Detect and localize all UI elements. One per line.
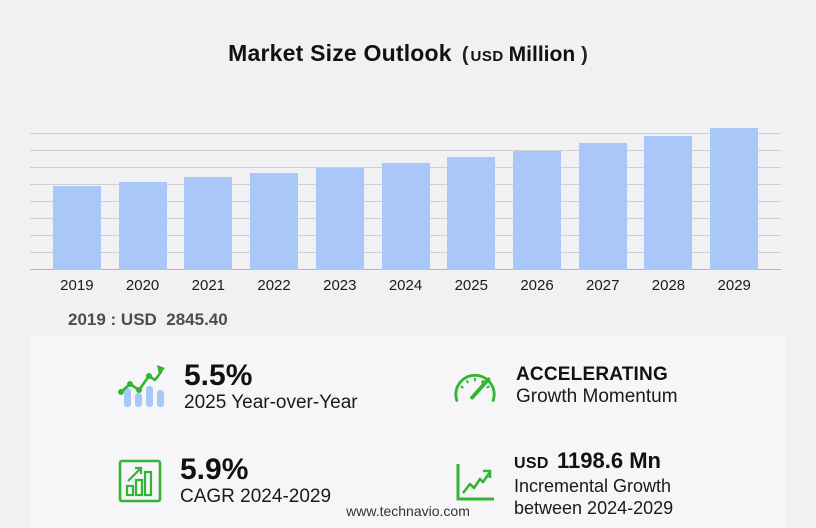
yoy-label: 2025 Year-over-Year [184, 392, 358, 414]
x-axis-label-2026: 2026 [520, 277, 554, 294]
stats-panel: 5.5% 2025 Year-over-Year ACCELERATING Gr… [30, 336, 786, 528]
bar-column [241, 125, 307, 270]
stat-incremental-growth: USD 1198.6 Mn Incremental Growth between… [364, 434, 786, 528]
x-axis-label-2025: 2025 [454, 277, 488, 294]
x-axis-label-2027: 2027 [586, 277, 620, 294]
bar-2027 [578, 143, 627, 270]
bar-2024 [381, 163, 430, 270]
title-paren-open: ( [461, 44, 469, 66]
page-title: Market Size Outlook (USD Million) [0, 40, 816, 67]
stat-growth-momentum: ACCELERATING Growth Momentum [364, 340, 786, 434]
incremental-currency: USD [514, 455, 549, 473]
bar-chart-box-icon [118, 459, 162, 503]
bar-column [44, 125, 110, 270]
bar-column [701, 125, 767, 270]
bar-2025 [447, 157, 496, 270]
bar-column [438, 125, 504, 270]
yoy-value: 5.5% [184, 358, 253, 392]
incremental-value: USD 1198.6 Mn [514, 443, 673, 475]
bar-2021 [184, 177, 233, 270]
stat-cagr: 5.9% CAGR 2024-2029 [30, 434, 364, 528]
x-axis-label-2021: 2021 [191, 277, 226, 294]
base-year-note: 2019 : USD 2845.40 [68, 310, 228, 329]
bar-column [636, 125, 702, 270]
x-axis-label-2022: 2022 [257, 277, 291, 294]
bar-2026 [513, 150, 561, 270]
x-axis-label-2028: 2028 [651, 277, 686, 294]
stat-yoy-growth: 5.5% 2025 Year-over-Year [30, 340, 364, 434]
title-text: Market Size Outlook [228, 40, 452, 66]
gauge-icon [452, 367, 498, 407]
bar-column [175, 125, 241, 270]
website-link: www.technavio.com [346, 503, 470, 519]
growth-line-icon [452, 459, 496, 503]
x-axis-label-2024: 2024 [388, 277, 423, 294]
x-axis-label-2019: 2019 [60, 277, 94, 294]
cagr-value: 5.9% [180, 452, 249, 486]
bar-2019 [52, 185, 101, 270]
bar-column [570, 125, 636, 270]
x-axis-label-2020: 2020 [125, 277, 160, 294]
title-currency: USD [470, 48, 504, 65]
x-axis-label-2023: 2023 [323, 277, 357, 294]
bar-chart-plot-area [30, 125, 781, 270]
x-axis-labels: 2019 2020 2021 2022 2023 2024 2025 2026 2027 2028… [30, 277, 781, 294]
bar-column [504, 125, 570, 270]
bars-container [30, 125, 781, 270]
bar-2029 [710, 127, 759, 270]
gridline [30, 150, 781, 151]
bar-2020 [118, 181, 167, 270]
momentum-label: Growth Momentum [516, 386, 678, 408]
bar-column [307, 125, 373, 270]
bar-column [110, 125, 176, 270]
incremental-label-line1: Incremental Growth [514, 475, 672, 496]
bar-2022 [250, 172, 299, 270]
title-paren-close: ) [581, 44, 588, 66]
incremental-label-line2: between 2024-2029 [514, 497, 674, 518]
x-axis-label-2029: 2029 [717, 277, 751, 294]
trend-bars-icon [118, 365, 166, 409]
cagr-label: CAGR 2024-2029 [180, 486, 332, 508]
title-unit: Million [508, 43, 576, 66]
gridline [30, 133, 781, 134]
bar-2028 [644, 135, 693, 270]
incremental-amount: 1198.6 Mn [557, 448, 661, 474]
bar-2023 [315, 168, 364, 270]
momentum-value: ACCELERATING [516, 364, 668, 386]
bar-column [373, 125, 439, 270]
